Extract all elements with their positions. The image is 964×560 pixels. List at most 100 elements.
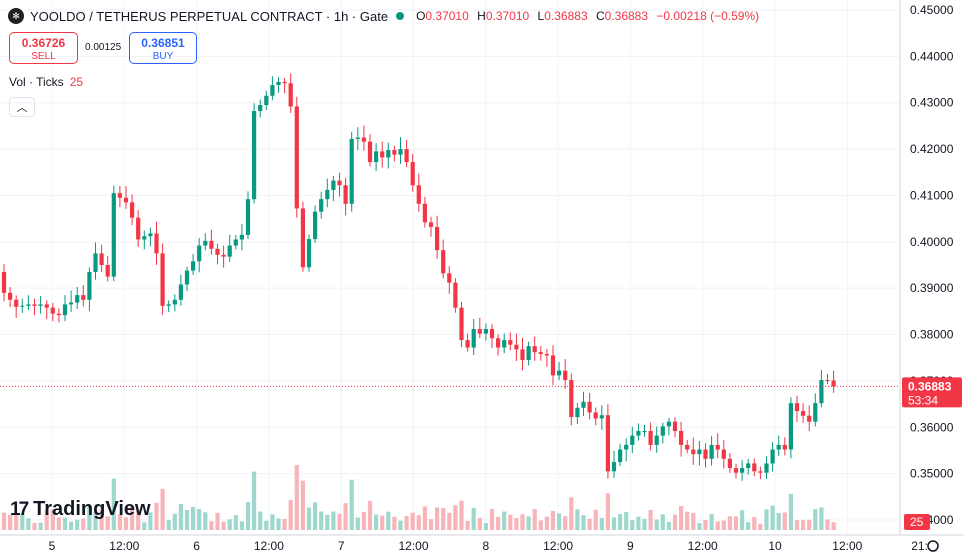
volume-bar <box>136 510 141 530</box>
candle-body <box>38 304 43 306</box>
volume-bar <box>361 512 366 530</box>
ohlc-readout: O0.37010 H0.37010 L0.36883 C0.36883 −0.0… <box>416 9 760 23</box>
volume-bar <box>178 504 183 530</box>
volume-bar <box>648 509 653 530</box>
last-volume-label: 25 <box>910 515 924 529</box>
volume-bar <box>642 518 647 530</box>
time-tick-label: 21: <box>911 539 928 553</box>
volume-bar <box>569 497 574 530</box>
volume-bar <box>343 503 348 530</box>
candle-body <box>233 239 238 246</box>
candle-body <box>404 149 409 163</box>
candle-body <box>56 313 61 316</box>
candle-body <box>465 340 470 348</box>
candle-body <box>416 185 421 204</box>
candle-body <box>569 379 574 418</box>
volume-bar <box>105 516 110 530</box>
volume-bar <box>14 513 19 530</box>
volume-bar <box>20 514 25 530</box>
candle-body <box>538 352 543 355</box>
candle-body <box>319 199 324 212</box>
candle-body <box>618 449 623 463</box>
candle-body <box>697 449 702 455</box>
candle-body <box>410 162 415 186</box>
candle-body <box>203 240 208 246</box>
candle-body <box>679 430 684 445</box>
volume-bar <box>703 519 708 530</box>
collapse-legend-button[interactable]: ︿ <box>9 97 35 117</box>
volume-bar <box>483 522 488 530</box>
volume-bar <box>111 478 116 530</box>
volume-bar <box>8 515 13 530</box>
volume-bar <box>624 511 629 530</box>
volume-bar <box>355 517 360 530</box>
volume-bar <box>349 479 354 530</box>
time-tick-label: 10 <box>768 539 782 553</box>
volume-legend[interactable]: Vol · Ticks 25 <box>9 75 83 89</box>
time-tick-label: 6 <box>193 539 200 553</box>
volume-bar <box>605 493 610 530</box>
volume-bar <box>550 510 556 530</box>
candle-body <box>721 449 726 459</box>
volume-bar <box>130 505 135 530</box>
volume-bar <box>794 520 800 530</box>
time-tick-label: 5 <box>49 539 56 553</box>
sell-button[interactable]: 0.36726 SELL <box>9 32 78 64</box>
volume-bar <box>691 512 696 530</box>
sell-label: SELL <box>31 51 56 62</box>
volume-bar <box>587 518 592 530</box>
candle-body <box>252 111 257 200</box>
candle-body <box>453 282 458 308</box>
candle-body <box>685 444 690 450</box>
volume-bar <box>288 499 293 530</box>
volume-bar <box>465 520 470 530</box>
volume-bar <box>581 515 586 530</box>
candle-body <box>819 379 824 404</box>
volume-bar <box>282 518 287 530</box>
volume-bar <box>727 516 732 530</box>
volume-bar <box>300 480 305 530</box>
candle-body <box>227 245 232 257</box>
volume-bar <box>87 507 92 530</box>
volume-bar <box>422 506 427 530</box>
price-tick-label: 0.44000 <box>910 49 954 63</box>
candle-body <box>642 430 647 432</box>
candle-body <box>20 305 25 307</box>
candle-body <box>422 203 427 223</box>
volume-bar <box>294 465 299 530</box>
volume-bar <box>276 518 281 530</box>
buy-button[interactable]: 0.36851 BUY <box>129 32 197 64</box>
volume-bar <box>526 516 531 530</box>
candle-body <box>672 421 678 431</box>
candle-body <box>239 234 244 240</box>
volume-bar <box>374 514 379 530</box>
volume-bar <box>50 509 55 530</box>
time-tick-label: 8 <box>482 539 489 553</box>
candle-body <box>105 265 110 277</box>
volume-bar <box>252 471 257 530</box>
volume-bar <box>99 508 104 530</box>
candle-body <box>776 444 781 450</box>
volume-bar <box>697 523 702 530</box>
candle-body <box>441 250 446 274</box>
volume-legend-label: Vol · Ticks <box>9 75 64 89</box>
candle-body <box>197 245 202 262</box>
candle-body <box>563 370 568 380</box>
candle-body <box>825 379 830 381</box>
sell-price: 0.36726 <box>21 36 66 50</box>
volume-bar <box>56 517 61 530</box>
candle-body <box>26 304 31 306</box>
volume-bar <box>557 513 562 530</box>
candle-body <box>209 240 214 249</box>
volume-bar <box>764 509 769 530</box>
volume-bar <box>331 511 336 530</box>
volume-bar <box>447 512 452 530</box>
volume-bar <box>611 517 617 530</box>
symbol-title[interactable]: YOOLDO / TETHERUS PERPETUAL CONTRACT · 1… <box>30 8 389 24</box>
candle-body <box>264 95 269 106</box>
volume-bar <box>819 507 824 530</box>
volume-bar <box>166 520 171 530</box>
candle-body <box>733 468 739 473</box>
volume-bar <box>215 512 220 530</box>
